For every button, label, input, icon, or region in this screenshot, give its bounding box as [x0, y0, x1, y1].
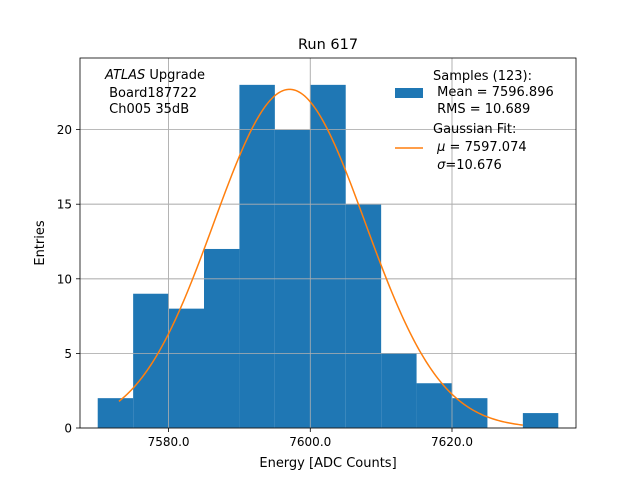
legend: Samples (123): Mean = 7596.896 RMS = 10.…: [395, 69, 554, 173]
gaussian-fit-curve: [118, 88, 523, 426]
y-tick-label: 20: [57, 123, 72, 137]
histogram-bar: [239, 84, 275, 429]
svg-text:μ = 7597.074: μ = 7597.074: [433, 140, 527, 155]
atlas-annotation: ATLAS Upgrade Board187722 Ch005 35dB: [104, 68, 205, 117]
legend-fit-sigma-value: =10.676: [445, 158, 501, 173]
x-axis-label: Energy [ADC Counts]: [259, 456, 396, 471]
annotation-upgrade: Upgrade: [145, 68, 205, 83]
legend-samples-mean: Mean = 7596.896: [433, 85, 554, 100]
histogram-bar: [522, 413, 559, 428]
x-tick-label: 7580.0: [148, 435, 190, 449]
histogram-bar: [97, 398, 134, 428]
legend-fit-title: Gaussian Fit:: [433, 122, 516, 137]
plot-frame: [79, 57, 577, 429]
x-tick-label: 7600.0: [289, 435, 331, 449]
y-tick-label: 0: [64, 422, 72, 436]
gaussian-fit: [118, 88, 523, 426]
histogram-bar: [345, 204, 382, 428]
annotation-channel: Ch005 35dB: [105, 102, 189, 117]
y-axis-ticks: 0 5 10 15 20: [57, 123, 80, 436]
y-axis-label: Entries: [33, 220, 48, 266]
legend-samples-rms: RMS = 10.689: [433, 102, 530, 117]
svg-text:σ=10.676: σ=10.676: [433, 158, 502, 173]
x-tick-label: 7620.0: [431, 435, 473, 449]
histogram-bar: [381, 353, 417, 428]
histogram-bar: [133, 293, 169, 428]
legend-samples-patch: [395, 88, 423, 98]
legend-fit-mu-symbol: μ: [436, 140, 445, 155]
svg-text:ATLAS Upgrade: ATLAS Upgrade: [104, 68, 205, 83]
annotation-board: Board187722: [105, 86, 197, 101]
histogram-bars: [97, 84, 559, 429]
histogram-bar: [416, 383, 452, 428]
chart-title: Run 617: [298, 37, 358, 53]
y-tick-label: 15: [57, 198, 72, 212]
histogram-bar: [452, 398, 488, 428]
legend-samples-title: Samples (123):: [433, 69, 532, 84]
legend-fit-sigma-symbol: σ: [437, 158, 446, 173]
histogram-bar: [310, 84, 346, 429]
y-tick-label: 10: [57, 272, 72, 286]
legend-fit-mu-value: = 7597.074: [445, 140, 526, 155]
annotation-atlas: ATLAS: [104, 68, 145, 83]
x-axis-ticks: 7580.0 7600.0 7620.0: [148, 428, 473, 449]
histogram-bar: [204, 248, 240, 428]
y-tick-label: 5: [64, 347, 72, 361]
histogram-bar: [168, 308, 204, 428]
